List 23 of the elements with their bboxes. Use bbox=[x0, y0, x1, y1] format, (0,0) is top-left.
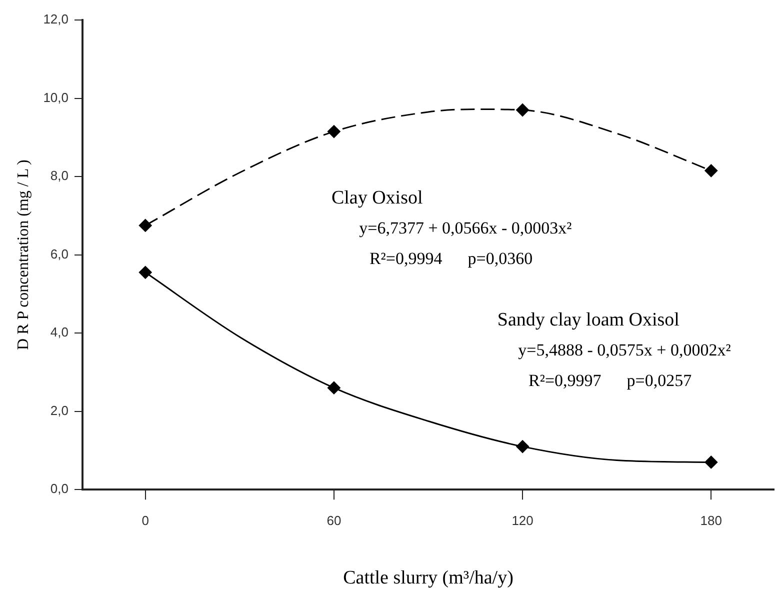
annotation: R²=0,9997 p=0,0257 bbox=[528, 371, 692, 390]
y-tick-label: 4,0 bbox=[50, 324, 68, 340]
annotation: Sandy clay loam Oxisol bbox=[497, 310, 680, 331]
annotation: y=6,7377 + 0,0566x - 0,0003x² bbox=[359, 218, 572, 238]
point bbox=[138, 218, 152, 232]
x-tick-label: 0 bbox=[142, 512, 149, 528]
y-tick-label: 8,0 bbox=[50, 168, 68, 184]
annotation: R²=0,9994 p=0,0360 bbox=[369, 248, 533, 268]
annotation: y=5,4888 - 0,0575x + 0,0002x² bbox=[518, 340, 731, 360]
y-tick-label: 6,0 bbox=[50, 246, 68, 262]
x-tick-label: 180 bbox=[700, 512, 722, 528]
y-axis-title: D R P concentration (mg / L ) bbox=[14, 160, 32, 350]
x-tick-label: 60 bbox=[326, 512, 342, 528]
point bbox=[704, 164, 718, 178]
y-tick-label: 0,0 bbox=[50, 481, 68, 496]
x-axis-title: Cattle slurry (m³/ha/y) bbox=[343, 568, 514, 589]
x-tick-label: 120 bbox=[512, 512, 534, 528]
point bbox=[704, 456, 718, 469]
point bbox=[138, 266, 152, 279]
y-tick-label: 10,0 bbox=[43, 90, 68, 105]
y-tick-label: 2,0 bbox=[50, 402, 68, 418]
annotation: Clay Oxisol bbox=[331, 187, 423, 208]
y-tick-label: 12,0 bbox=[43, 12, 68, 27]
